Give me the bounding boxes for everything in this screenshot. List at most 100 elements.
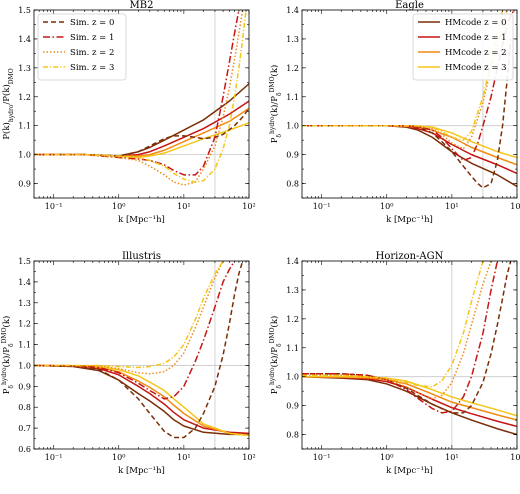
hmcode-line-z2 (302, 124, 517, 166)
x-axis-label: k [Mpc⁻¹h] (386, 466, 433, 476)
y-tick-label: 0.8 (286, 180, 299, 189)
y-tick-label: 1.4 (18, 278, 31, 287)
x-tick-label: 10⁻¹ (45, 453, 63, 462)
panel-title: Eagle (395, 0, 424, 11)
y-tick-label: 1.1 (18, 341, 31, 350)
plot-frame (33, 9, 250, 199)
panel-title: Horizon-AGN (376, 251, 444, 262)
sim-line-z1 (34, 261, 236, 400)
y-axis-label: Pδhydro(k)/PδDMO(k) (269, 65, 283, 144)
x-axis-label: k [Mpc⁻¹h] (118, 466, 165, 476)
x-tick-label: 10⁰ (380, 453, 393, 462)
y-tick-label: 1.0 (286, 122, 299, 131)
legend-entry-z1: Sim. z = 1 (70, 33, 114, 43)
panel-title: Illustris (122, 251, 161, 262)
legend-entry-z3: Sim. z = 3 (70, 63, 114, 73)
legend-entry-z1: HMcode z = 1 (445, 33, 507, 43)
hmcode-line-z2 (302, 375, 517, 421)
hmcode-line-z0 (302, 375, 517, 436)
legend-entry-z0: HMcode z = 0 (445, 18, 507, 28)
hmcode-line-z1 (302, 375, 517, 428)
x-tick-label: 10⁰ (112, 202, 125, 211)
y-tick-label: 1.3 (286, 286, 299, 295)
y-tick-label: 1.3 (18, 64, 31, 73)
sim-line-z2 (34, 10, 244, 186)
y-tick-label: 1.1 (286, 93, 299, 102)
x-tick-label: 10¹ (177, 202, 190, 211)
panel-eagle: 10⁻¹ 10⁰ 10¹ 10² 0.8 0.9 1.0 1.1 1.2 1.3 1.4 Eagle k… (269, 0, 520, 225)
x-tick-label: 10¹ (445, 453, 458, 462)
x-tick-label: 10² (510, 202, 520, 211)
sim-line-z3 (34, 261, 224, 369)
panel-title: MB2 (130, 0, 154, 11)
x-tick-label: 10⁰ (112, 453, 125, 462)
x-tick-label: 10² (510, 453, 520, 462)
sim-line-z2 (302, 261, 492, 400)
panel-mb2: 10⁻¹ 10⁰ 10¹ 10² 0.9 1.0 1.1 1.2 1.3 1.4 1.5 MB2 k [… (1, 0, 256, 225)
y-tick-label: 1.5 (18, 6, 31, 15)
y-tick-label: 0.7 (18, 424, 31, 433)
y-tick-label: 0.9 (286, 151, 299, 160)
hmcode-line-z0 (34, 83, 249, 157)
y-tick-label: 1.3 (18, 299, 31, 308)
sim-line-z0 (34, 107, 249, 157)
y-tick-label: 0.6 (18, 445, 31, 454)
x-tick-label: 10⁻¹ (313, 202, 331, 211)
y-axis-label: Pδhydro(k)/PδDMO(k) (1, 316, 15, 395)
plot-frame (301, 9, 518, 199)
hmcode-line-z3 (34, 364, 249, 437)
legend-entry-z0: Sim. z = 0 (70, 18, 114, 28)
x-tick-label: 10⁻¹ (313, 453, 331, 462)
y-axis-label: P(k)hydro/P(k)DMO (1, 68, 15, 139)
legend-entry-z3: HMcode z = 3 (445, 63, 507, 73)
x-tick-label: 10¹ (177, 453, 190, 462)
y-axis-label: Pδhydro(k)/PδDMO(k) (269, 316, 283, 395)
x-axis-label: k [Mpc⁻¹h] (386, 215, 433, 225)
y-tick-label: 1.4 (18, 35, 31, 44)
sim-line-z1 (302, 261, 499, 414)
y-tick-label: 1.1 (18, 122, 31, 131)
sim-line-z0 (302, 261, 512, 414)
plot-frame (301, 260, 518, 450)
y-tick-label: 1.2 (286, 315, 299, 324)
x-tick-label: 10² (242, 202, 255, 211)
legend-entry-z2: Sim. z = 2 (70, 48, 114, 58)
x-tick-label: 10⁻¹ (45, 202, 63, 211)
y-tick-label: 1.2 (18, 320, 31, 329)
legend: HMcode z = 0 HMcode z = 1 HMcode z = 2 HMco… (412, 13, 514, 81)
y-tick-label: 1.2 (286, 64, 299, 73)
sim-line-z3 (302, 261, 484, 388)
hmcode-line-z1 (302, 124, 517, 175)
panel-illustris: 10⁻¹ 10⁰ 10¹ 10² 0.6 0.7 0.8 0.9 1.0 1.1 1.2 1.3 1.4… (1, 251, 256, 476)
x-tick-label: 10² (242, 453, 255, 462)
y-tick-label: 1.0 (18, 361, 31, 370)
legend-entry-z2: HMcode z = 2 (445, 48, 507, 58)
x-axis-label: k [Mpc⁻¹h] (118, 215, 165, 225)
hmcode-line-z2 (34, 107, 249, 157)
y-tick-label: 1.4 (286, 257, 299, 266)
y-tick-label: 1.0 (286, 373, 299, 382)
hmcode-line-z1 (34, 364, 249, 435)
y-tick-label: 0.8 (18, 403, 31, 412)
sim-line-z2 (34, 261, 224, 375)
hmcode-line-z2 (34, 364, 249, 437)
panel-horizon-agn: 10⁻¹ 10⁰ 10¹ 10² 0.8 0.9 1.0 1.1 1.2 1.3 1.4 Horizo… (269, 251, 520, 476)
y-tick-label: 0.9 (18, 180, 31, 189)
y-tick-label: 1.3 (286, 35, 299, 44)
x-tick-label: 10⁰ (380, 202, 393, 211)
y-tick-label: 0.9 (286, 402, 299, 411)
hmcode-line-z0 (34, 364, 249, 436)
y-tick-label: 1.0 (18, 151, 31, 160)
legend: Sim. z = 0 Sim. z = 1 Sim. z = 2 Sim. z = 3 (37, 13, 127, 81)
y-tick-label: 1.2 (18, 93, 31, 102)
hmcode-line-z3 (302, 375, 517, 417)
y-tick-label: 1.1 (286, 344, 299, 353)
y-tick-label: 1.5 (18, 257, 31, 266)
y-tick-label: 0.8 (286, 431, 299, 440)
y-tick-label: 0.9 (18, 382, 31, 391)
x-tick-label: 10¹ (445, 202, 458, 211)
plot-frame (33, 260, 250, 450)
y-tick-label: 1.4 (286, 6, 299, 15)
hmcode-line-z0 (302, 124, 517, 188)
